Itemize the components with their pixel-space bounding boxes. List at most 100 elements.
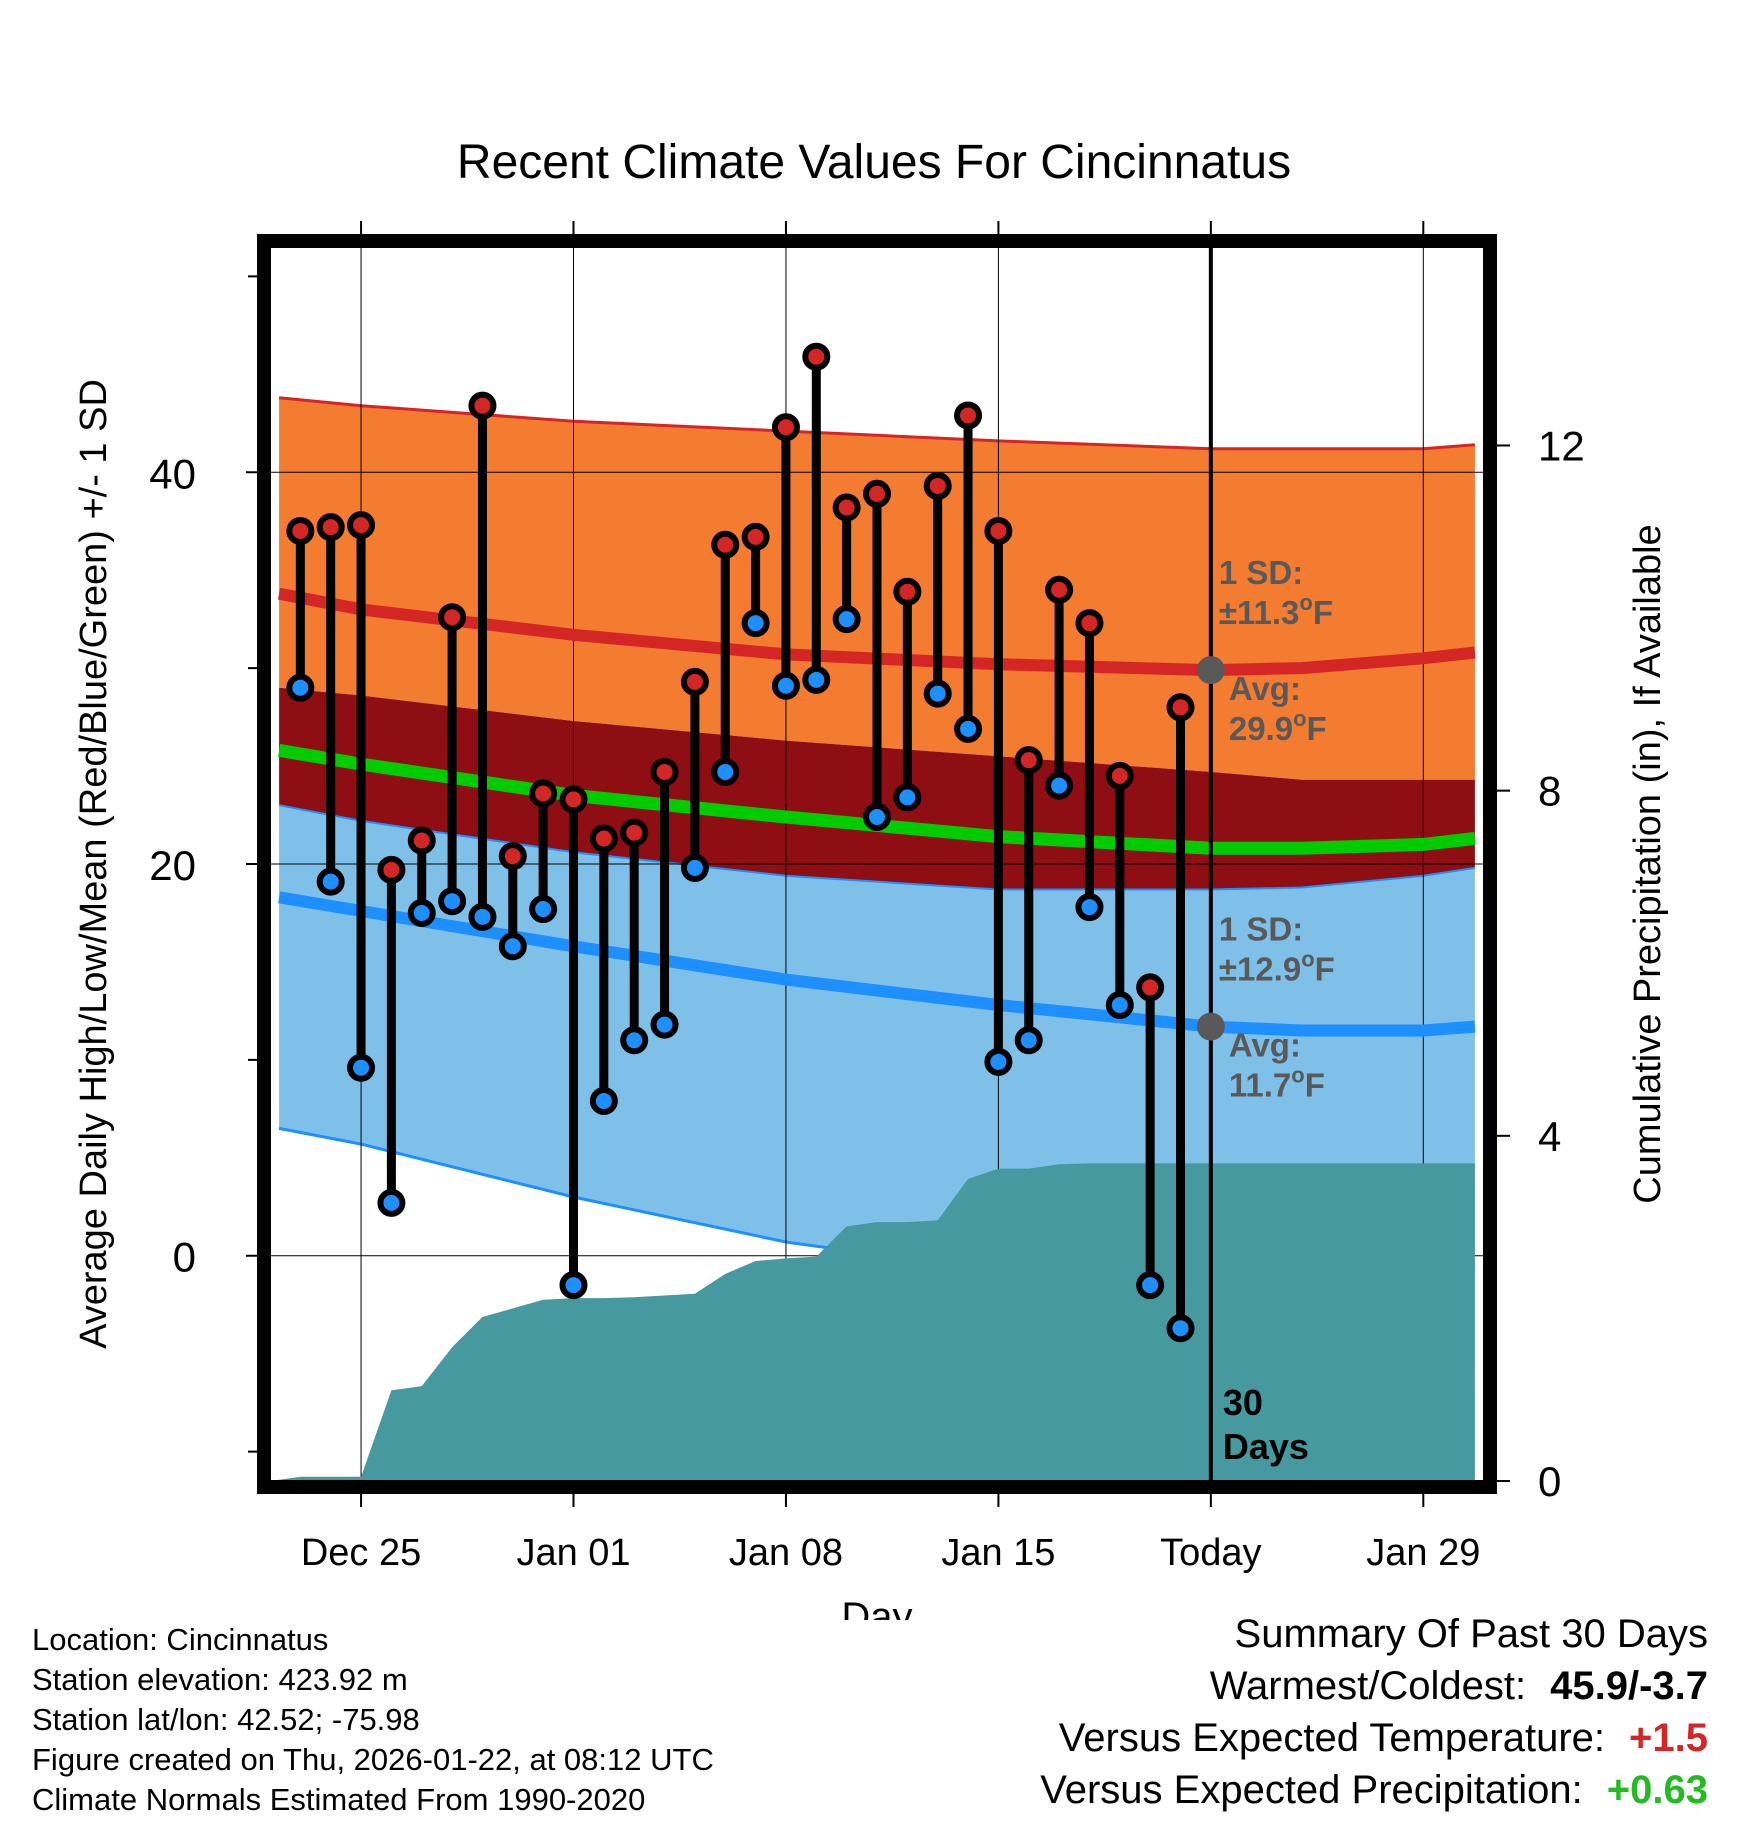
daily-high-point <box>559 785 588 814</box>
high-avg-label: Avg: <box>1229 670 1301 707</box>
high-avg-marker <box>1196 656 1225 685</box>
daily-low-point <box>863 802 891 831</box>
x-tick-label: Dec 25 <box>301 1532 421 1574</box>
daily-high-point <box>711 530 740 559</box>
daily-low-point <box>316 867 345 896</box>
y2-tick-label: 12 <box>1538 422 1585 469</box>
daily-high-point <box>468 391 497 420</box>
x-axis-label: Day <box>841 1595 912 1620</box>
daily-high-point <box>316 513 345 542</box>
daily-high-point <box>498 842 527 871</box>
summary-warmest-row: Warmest/Coldest: 45.9/-3.7 <box>1210 1664 1708 1709</box>
y2-tick-label: 0 <box>1538 1458 1561 1505</box>
daily-high-point <box>923 471 952 500</box>
y-axis-label: Average Daily High/Low/Mean (Red/Blue/Gr… <box>73 379 115 1349</box>
degree-mark: o <box>1299 590 1312 615</box>
y2-tick-label: 8 <box>1538 768 1561 815</box>
unit-f: F <box>1315 951 1335 988</box>
daily-high-point <box>347 511 376 540</box>
daily-low-point <box>650 1010 679 1039</box>
daily-low-point <box>954 714 983 743</box>
daily-low-point <box>923 679 952 708</box>
high-sd-label: 1 SD: <box>1219 554 1303 591</box>
daily-low-point <box>984 1047 1013 1076</box>
daily-high-point <box>286 517 315 546</box>
today-days-number: 30 <box>1223 1382 1263 1423</box>
daily-high-point <box>377 855 406 884</box>
daily-low-point <box>711 757 740 786</box>
daily-high-point <box>1075 609 1104 638</box>
station-info: Location: Cincinnatus Station elevation:… <box>32 1620 714 1820</box>
low-sd-band <box>279 805 1475 1276</box>
y-tick-label: 0 <box>173 1234 196 1281</box>
x-tick-label: Jan 01 <box>516 1532 630 1574</box>
daily-low-point <box>377 1188 406 1217</box>
x-tick-label: Today <box>1160 1532 1261 1574</box>
cumulative-precip-area <box>270 1163 1475 1481</box>
low-avg-value: 11.7oF <box>1229 1063 1325 1104</box>
daily-high-point <box>1045 575 1074 604</box>
summary-precip-label: Versus Expected Precipitation: <box>1040 1768 1583 1812</box>
daily-low-point <box>347 1053 376 1082</box>
daily-low-point <box>559 1271 588 1300</box>
daily-high-point <box>893 577 922 606</box>
daily-high-point <box>680 667 709 696</box>
info-created: Figure created on Thu, 2026-01-22, at 08… <box>32 1742 714 1777</box>
daily-high-point <box>1166 693 1195 722</box>
y2-axis-label: Cumulative Precipitation (in), If Availa… <box>1627 524 1669 1203</box>
info-normals: Climate Normals Estimated From 1990-2020 <box>32 1782 646 1817</box>
daily-low-point <box>1105 991 1134 1020</box>
low-sd-value: ±12.9oF <box>1219 947 1335 988</box>
plot-frame <box>257 234 1497 1494</box>
y-tick-label: 40 <box>149 450 196 497</box>
x-tick-label: Jan 15 <box>941 1532 1055 1574</box>
info-elevation: Station elevation: 423.92 m <box>32 1662 408 1697</box>
daily-low-point <box>438 887 467 916</box>
daily-high-point <box>832 493 861 522</box>
daily-low-point <box>771 671 800 700</box>
daily-high-point <box>954 401 983 430</box>
daily-observations <box>286 342 1195 1343</box>
daily-high-point <box>771 413 800 442</box>
x-tick-label: Jan 29 <box>1366 1532 1480 1574</box>
y-tick-label: 20 <box>149 842 196 889</box>
degree-mark: o <box>1301 947 1314 972</box>
unit-f: F <box>1305 1067 1325 1104</box>
daily-low-point <box>407 898 436 927</box>
unit-f: F <box>1313 594 1333 631</box>
normal-bands <box>278 396 1476 1277</box>
summary-warmest-value: 45.9/-3.7 <box>1550 1664 1708 1708</box>
low-avg-label: Avg: <box>1229 1027 1301 1064</box>
daily-high-point <box>863 479 891 508</box>
precip-area <box>270 247 1475 1481</box>
x-tick-label: Jan 08 <box>729 1532 843 1574</box>
daily-high-point <box>650 757 679 786</box>
summary-temp-label: Versus Expected Temperature: <box>1058 1716 1606 1760</box>
daily-low-point <box>620 1026 649 1055</box>
y2-tick-label: 4 <box>1538 1113 1561 1160</box>
degree-mark: o <box>1291 1063 1304 1088</box>
daily-low-point <box>529 895 558 924</box>
daily-high-point <box>984 517 1013 546</box>
daily-low-point <box>893 783 922 812</box>
info-location: Location: Cincinnatus <box>32 1622 329 1657</box>
low-avg-marker <box>1196 1012 1225 1041</box>
daily-low-point <box>468 902 497 931</box>
degree-mark: o <box>1293 706 1306 731</box>
daily-low-point <box>1075 893 1104 922</box>
daily-low-point <box>498 932 527 961</box>
climate-chart: Recent Climate Values For Cincinnatus 1 … <box>73 136 1669 1620</box>
summary-temp-row: Versus Expected Temperature: +1.5 <box>1059 1716 1708 1761</box>
high-sd-value: ±11.3oF <box>1219 590 1333 631</box>
daily-high-point <box>741 522 770 551</box>
daily-high-point <box>1014 746 1043 775</box>
summary-warmest-label: Warmest/Coldest: <box>1209 1664 1527 1708</box>
daily-low-point <box>1166 1314 1195 1343</box>
daily-high-point <box>438 603 467 632</box>
info-latlon: Station lat/lon: 42.52; -75.98 <box>32 1702 420 1737</box>
unit-f: F <box>1307 710 1327 747</box>
high-avg-value: 29.9oF <box>1229 706 1327 747</box>
daily-low-point <box>741 609 770 638</box>
daily-high-point <box>1136 973 1165 1002</box>
